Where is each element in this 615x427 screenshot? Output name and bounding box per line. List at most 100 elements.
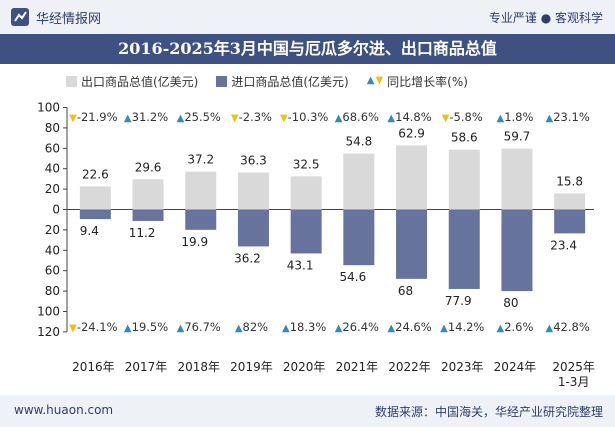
up-triangle-icon: ▲ [366,75,375,86]
import-bar [396,209,428,279]
down-triangle-icon: ▼ [375,75,384,86]
export-growth-label: ▼-2.3% [231,110,272,124]
legend-import: 进口商品总值(亿美元) [216,73,349,90]
import-value-label: 11.2 [129,226,156,240]
logo: 华经情报网 [10,7,101,27]
export-value-label: 59.7 [504,130,531,144]
export-value-label: 32.5 [293,157,320,171]
y-tick-label: 80 [45,121,60,135]
import-bar [290,209,322,254]
x-tick-label: 2023年 [441,360,484,374]
import-growth-label: ▲24.6% [387,320,431,334]
footer-website: www.huaon.com [14,403,114,417]
import-growth-label: ▼-24.1% [69,320,117,334]
export-value-label: 22.6 [82,167,109,181]
import-bar [185,209,217,230]
export-growth-label: ▼-21.9% [69,110,117,124]
export-growth-label: ▲31.2% [124,110,168,124]
export-bar [396,145,428,210]
export-value-label: 37.2 [187,153,214,167]
export-bar [237,172,269,210]
import-value-label: 19.9 [181,235,208,249]
import-growth-label: ▲19.5% [124,320,168,334]
export-bar [290,176,322,210]
legend-export: 出口商品总值(亿美元) [66,73,198,90]
import-value-label: 9.4 [80,224,99,238]
x-tick-label: 1-3月 [558,375,590,389]
legend-growth-label: 同比增长率(%) [387,74,468,89]
import-value-label: 36.2 [234,251,261,265]
y-tick-label: 100 [37,101,60,115]
import-value-label: 80 [503,296,518,310]
import-growth-label: ▲14.2% [440,320,484,334]
x-tick-label: 2021年 [336,360,379,374]
import-growth-label: ▲42.8% [546,320,590,334]
import-bar [79,209,111,220]
y-tick-label: 60 [45,264,60,278]
title-bar: 2016-2025年3月中国与厄瓜多尔进、出口商品总值 [0,34,615,64]
y-tick-label: 40 [45,162,60,176]
y-tick-label: 100 [37,305,60,319]
export-growth-label: ▲25.5% [177,110,221,124]
export-bar [448,149,480,210]
export-value-label: 29.6 [135,160,162,174]
import-growth-label: ▲82% [235,320,268,334]
export-bar [185,171,217,210]
chart-title: 2016-2025年3月中国与厄瓜多尔进、出口商品总值 [118,39,497,58]
legend: 出口商品总值(亿美元) 进口商品总值(亿美元) ▲ ▼ 同比增长率(%) [66,72,486,90]
import-value-label: 43.1 [287,258,314,272]
y-tick-label: 40 [45,243,60,257]
import-value-label: 68 [398,284,413,298]
export-growth-label: ▼-5.8% [442,110,483,124]
export-value-label: 15.8 [556,174,583,188]
import-value-label: 23.4 [550,238,577,252]
import-bar [554,209,586,234]
logo-icon [11,8,29,26]
x-tick-label: 2016年 [72,360,115,374]
x-tick-label: 2020年 [283,360,326,374]
y-tick-label: 20 [45,182,60,196]
legend-export-label: 出口商品总值(亿美元) [81,74,199,89]
x-tick-label: 2019年 [230,360,273,374]
import-bar [132,209,164,221]
y-tick-label: 0 [52,203,60,217]
y-tick-label: 120 [37,325,60,339]
legend-export-swatch [66,75,77,87]
y-tick-label: 60 [45,141,60,155]
footer: www.huaon.com 数据来源：中国海关，华经产业研究院整理 [0,395,615,427]
export-value-label: 58.6 [451,131,478,145]
import-value-label: 54.6 [339,270,366,284]
import-bar [501,209,533,292]
export-growth-label: ▲68.6% [335,110,379,124]
legend-import-label: 进口商品总值(亿美元) [231,74,349,89]
export-bar [501,148,533,210]
import-value-label: 77.9 [445,294,472,308]
legend-growth: ▲ ▼ 同比增长率(%) [367,73,468,90]
x-tick-label: 2017年 [125,360,168,374]
logo-text: 华经情报网 [36,11,102,27]
export-growth-label: ▼-10.3% [280,110,328,124]
import-growth-label: ▲76.7% [177,320,221,334]
x-tick-label: 2025年 [552,360,595,374]
import-bar [237,209,269,247]
export-bar [79,186,111,210]
x-tick-label: 2024年 [494,360,537,374]
export-value-label: 62.9 [398,126,425,140]
export-bar [343,153,375,210]
y-tick-label: 80 [45,284,60,298]
import-growth-label: ▲26.4% [335,320,379,334]
import-bar [448,209,480,289]
legend-import-swatch [216,75,228,87]
footer-source: 数据来源：中国海关，华经产业研究院整理 [374,405,603,419]
top-band: 华经情报网 专业严谨 ● 客观科学 [0,0,615,34]
import-growth-label: ▲18.3% [282,320,326,334]
x-tick-label: 2018年 [177,360,220,374]
export-bar [132,179,164,210]
export-value-label: 36.3 [240,153,267,167]
export-value-label: 54.8 [345,135,372,149]
export-growth-label: ▲1.8% [496,110,533,124]
slogan: 专业严谨 ● 客观科学 [488,11,603,25]
import-growth-label: ▲2.6% [496,320,533,334]
export-growth-label: ▲23.1% [546,110,590,124]
